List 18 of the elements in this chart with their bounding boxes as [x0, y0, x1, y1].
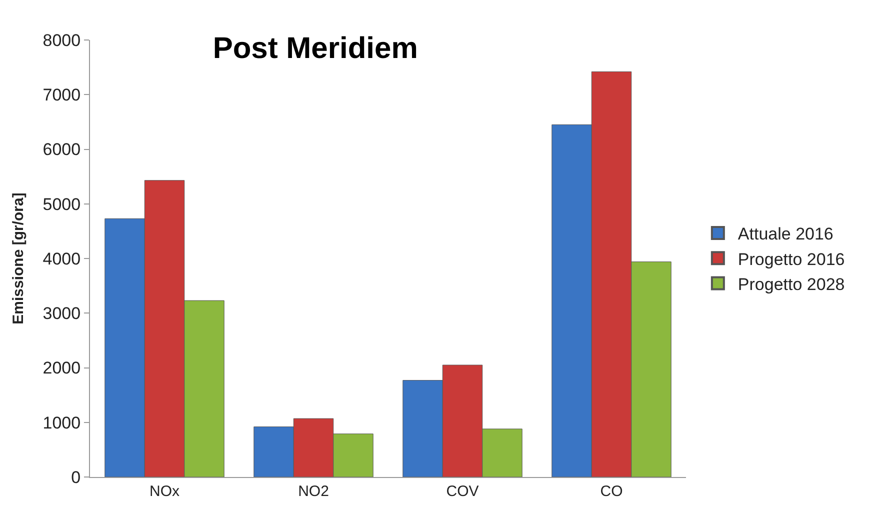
y-tick-label: 4000	[42, 249, 81, 268]
chart-title: Post Meridiem	[212, 32, 418, 65]
y-tick-label: 1000	[42, 413, 81, 432]
legend-label: Progetto 2028	[738, 274, 845, 294]
legend-label: Progetto 2016	[738, 250, 845, 269]
legend-label: Attuale 2016	[738, 224, 834, 244]
y-tick-label: 8000	[42, 30, 81, 50]
y-tick-label: 6000	[42, 140, 81, 160]
y-tick-label: 3000	[42, 304, 81, 324]
y-tick-label: 2000	[42, 358, 81, 378]
y-tick-label: 0	[71, 468, 81, 487]
y-tick-label: 5000	[42, 194, 81, 214]
x-tick-label: COV	[446, 483, 479, 500]
y-axis-title: Emissione [gr/ora]	[10, 192, 28, 324]
x-tick-label: NOx	[150, 483, 180, 500]
x-tick-label: NO2	[298, 483, 329, 500]
y-tick-label: 7000	[42, 86, 81, 105]
x-tick-label: CO	[600, 483, 623, 500]
